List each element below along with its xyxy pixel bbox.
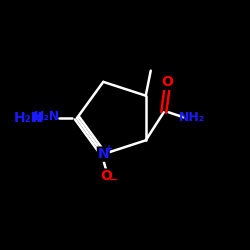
Text: NH₂: NH₂ bbox=[179, 111, 205, 124]
Text: +: + bbox=[105, 144, 113, 154]
Text: O: O bbox=[161, 75, 173, 89]
Text: H₂N: H₂N bbox=[34, 110, 60, 124]
Text: H₂N: H₂N bbox=[14, 111, 43, 125]
Text: O: O bbox=[100, 169, 112, 183]
Text: N: N bbox=[98, 147, 109, 161]
Text: −: − bbox=[108, 175, 118, 185]
Text: H: H bbox=[32, 111, 43, 125]
